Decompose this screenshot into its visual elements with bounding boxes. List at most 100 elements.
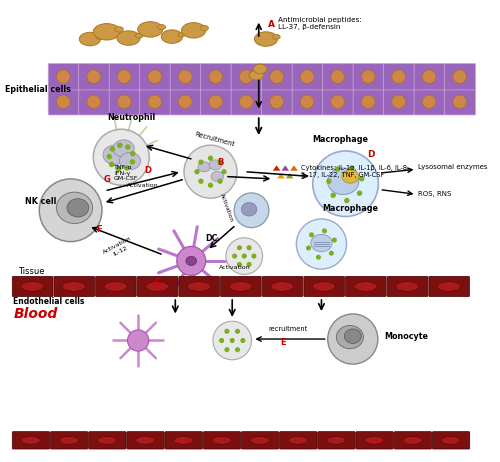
Ellipse shape [326,437,345,444]
FancyBboxPatch shape [414,88,445,115]
Ellipse shape [336,326,363,349]
Ellipse shape [40,179,102,242]
FancyBboxPatch shape [48,63,80,90]
Text: Activation: Activation [127,182,159,188]
Ellipse shape [249,70,264,80]
Circle shape [220,339,224,342]
FancyBboxPatch shape [140,88,170,115]
FancyBboxPatch shape [304,276,344,297]
Ellipse shape [296,219,346,269]
Circle shape [238,246,242,249]
Ellipse shape [128,330,149,351]
Ellipse shape [344,329,361,343]
Ellipse shape [396,282,418,291]
Ellipse shape [328,314,378,364]
FancyBboxPatch shape [78,63,110,90]
Circle shape [316,255,320,259]
Ellipse shape [200,25,208,30]
Text: Activation: Activation [218,265,250,270]
Text: C: C [154,279,160,287]
FancyBboxPatch shape [109,88,140,115]
Ellipse shape [271,282,293,291]
Ellipse shape [62,282,86,291]
Text: Cytokines: IL-1α, IL-1β, IL-6, IL-8,
IL-17, IL-22, TNF, GM-CSF: Cytokines: IL-1α, IL-1β, IL-6, IL-8, IL-… [300,165,408,178]
Ellipse shape [209,160,222,170]
FancyBboxPatch shape [384,63,414,90]
Ellipse shape [441,437,460,444]
FancyBboxPatch shape [346,276,386,297]
Polygon shape [286,173,294,178]
FancyBboxPatch shape [444,88,476,115]
Ellipse shape [226,238,262,274]
Ellipse shape [300,95,314,109]
Circle shape [252,254,256,258]
FancyBboxPatch shape [242,432,279,449]
Ellipse shape [422,95,436,109]
Circle shape [110,147,114,151]
Ellipse shape [272,35,280,39]
Polygon shape [282,165,289,170]
Polygon shape [290,165,298,170]
Ellipse shape [148,70,162,84]
FancyBboxPatch shape [50,432,88,449]
Ellipse shape [146,282,169,291]
Circle shape [195,170,199,174]
FancyBboxPatch shape [353,88,384,115]
Circle shape [248,262,251,266]
FancyBboxPatch shape [170,63,201,90]
Ellipse shape [392,70,406,84]
Text: TNF-α
IFN-γ
GM-CSF: TNF-α IFN-γ GM-CSF [114,165,138,181]
FancyBboxPatch shape [262,276,303,297]
Circle shape [225,329,228,333]
Circle shape [331,193,335,197]
FancyBboxPatch shape [137,276,178,297]
Ellipse shape [188,282,210,291]
Ellipse shape [136,437,155,444]
FancyBboxPatch shape [203,432,240,449]
Ellipse shape [209,70,222,84]
FancyBboxPatch shape [394,432,432,449]
FancyBboxPatch shape [318,432,355,449]
Ellipse shape [270,70,283,84]
Text: Tissue: Tissue [18,267,44,276]
Ellipse shape [174,437,193,444]
Circle shape [236,348,240,352]
Ellipse shape [312,282,336,291]
Circle shape [330,251,333,255]
Ellipse shape [453,70,466,84]
Ellipse shape [288,437,308,444]
Ellipse shape [56,95,70,109]
Ellipse shape [94,129,150,185]
Polygon shape [272,165,280,170]
FancyBboxPatch shape [12,432,50,449]
Circle shape [248,246,251,249]
FancyBboxPatch shape [127,432,164,449]
Circle shape [130,160,134,164]
Text: E: E [280,338,285,347]
Text: NK cell: NK cell [25,197,56,206]
FancyBboxPatch shape [384,88,414,115]
Circle shape [208,183,212,187]
Text: Recruitment: Recruitment [194,131,235,147]
Circle shape [218,179,222,183]
Ellipse shape [213,321,252,360]
Circle shape [327,179,331,183]
Ellipse shape [362,95,375,109]
Ellipse shape [117,31,140,45]
Ellipse shape [186,256,196,266]
Ellipse shape [56,70,70,84]
Text: Epithelial cells: Epithelial cells [4,85,70,94]
Ellipse shape [56,192,92,224]
Text: B: B [217,158,224,167]
Ellipse shape [300,70,314,84]
Ellipse shape [87,70,101,84]
Circle shape [125,166,129,170]
Circle shape [306,246,310,250]
Ellipse shape [362,70,375,84]
FancyBboxPatch shape [78,88,110,115]
Ellipse shape [438,282,460,291]
Ellipse shape [178,70,192,84]
Ellipse shape [365,437,384,444]
FancyBboxPatch shape [432,432,470,449]
Ellipse shape [182,23,206,38]
